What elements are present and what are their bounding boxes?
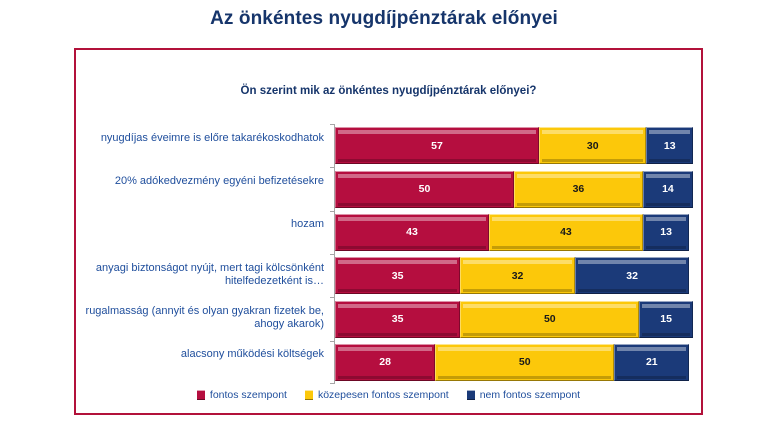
bar-segment[interactable]: 43: [335, 213, 489, 251]
bar-segment[interactable]: 28: [335, 343, 436, 381]
bar-value-label: 50: [543, 313, 556, 325]
bar-segment[interactable]: 50: [335, 170, 514, 208]
bar-segment[interactable]: 14: [642, 170, 693, 208]
axis-tick: [330, 254, 335, 255]
legend-swatch-icon: [304, 390, 313, 400]
bar-value-label: 57: [431, 139, 443, 152]
category-label: rugalmasság (annyit és olyan gyakran fiz…: [85, 305, 324, 330]
bar-value-label: 30: [586, 139, 599, 152]
category-label: 20% adókedvezmény egyéni befizetésekre: [114, 175, 324, 187]
bar-value-label: 28: [379, 356, 391, 369]
bar-value-label: 35: [391, 313, 404, 325]
category-axis: nyugdíjas éveimre is előre takarékoskodh…: [76, 124, 332, 384]
bar-segment[interactable]: 13: [642, 213, 690, 251]
bar-segment[interactable]: 32: [574, 257, 690, 295]
axis-tick: [330, 340, 335, 342]
bar-value-label: 43: [406, 226, 418, 239]
legend-label: közepesen fontos szempont: [317, 389, 449, 401]
bar-value-label: 32: [511, 269, 524, 282]
axis-tick: [330, 167, 335, 169]
bar-segment[interactable]: 43: [488, 213, 643, 251]
plot-area: nyugdíjas éveimre is előre takarékoskodh…: [76, 124, 705, 384]
chart-subtitle: Ön szerint mik az önkéntes nyugdíjpénztá…: [240, 85, 537, 97]
bar-value-label: 35: [391, 269, 404, 282]
bar-value-label: 50: [418, 183, 431, 195]
bar-value-label: 50: [518, 356, 531, 369]
legend-label: fontos szempont: [209, 389, 287, 401]
bar-row[interactable]: 50 36 14: [335, 170, 693, 208]
bar-value-label: 13: [663, 139, 676, 152]
bar-segment[interactable]: 36: [514, 170, 643, 208]
category-label: hozam: [290, 218, 324, 231]
category-label: alacsony működési költségek: [180, 348, 324, 361]
bar-segment[interactable]: 21: [614, 343, 690, 381]
bar-row[interactable]: 35 50 15: [335, 300, 693, 338]
bar-segment[interactable]: 50: [460, 300, 640, 338]
legend-swatch-icon: [466, 390, 475, 400]
bar-segment[interactable]: 13: [646, 127, 693, 165]
bars-area: 57 30 13 50 36 14 43 43 13 35 32 32 35 50 15 28 50 21: [330, 124, 693, 384]
bar-segment[interactable]: 15: [639, 300, 693, 338]
category-label: anyagi biztonságot nyújt, mert tagi kölc…: [95, 261, 324, 287]
bar-value-label: 36: [572, 183, 585, 195]
bar-segment[interactable]: 35: [335, 257, 461, 295]
chart-frame: Ön szerint mik az önkéntes nyugdíjpénztá…: [74, 48, 703, 415]
axis-tick: [330, 124, 335, 125]
chart-legend: fontos szempont közepesen fontos szempont…: [76, 389, 701, 401]
legend-swatch-icon: [196, 390, 205, 400]
bar-row[interactable]: 28 50 21: [335, 343, 693, 381]
page-title: Az önkéntes nyugdíjpénztárak előnyei: [210, 8, 558, 29]
bar-value-label: 21: [645, 356, 658, 369]
bar-row[interactable]: 57 30 13: [335, 127, 693, 165]
legend-item[interactable]: közepesen fontos szempont: [304, 389, 449, 401]
bar-segment[interactable]: 50: [435, 343, 615, 381]
bar-segment[interactable]: 30: [539, 127, 647, 165]
axis-tick: [330, 210, 335, 212]
bar-value-label: 43: [560, 226, 572, 239]
bar-segment[interactable]: 57: [335, 127, 540, 165]
axis-tick: [330, 383, 335, 384]
bar-value-label: 15: [660, 313, 672, 325]
legend-label: nem fontos szempont: [479, 389, 581, 401]
bar-value-label: 32: [626, 269, 638, 282]
bar-value-label: 14: [662, 183, 674, 195]
category-label: nyugdíjas éveimre is előre takarékoskodh…: [100, 131, 324, 144]
legend-item[interactable]: nem fontos szempont: [466, 389, 581, 401]
axis-tick: [330, 297, 335, 299]
bar-segment[interactable]: 32: [460, 257, 575, 295]
bar-value-label: 13: [660, 226, 672, 239]
legend-item[interactable]: fontos szempont: [196, 389, 287, 401]
bar-row[interactable]: 35 32 32: [335, 257, 693, 295]
bar-segment[interactable]: 35: [335, 300, 461, 338]
bar-row[interactable]: 43 43 13: [335, 213, 693, 251]
